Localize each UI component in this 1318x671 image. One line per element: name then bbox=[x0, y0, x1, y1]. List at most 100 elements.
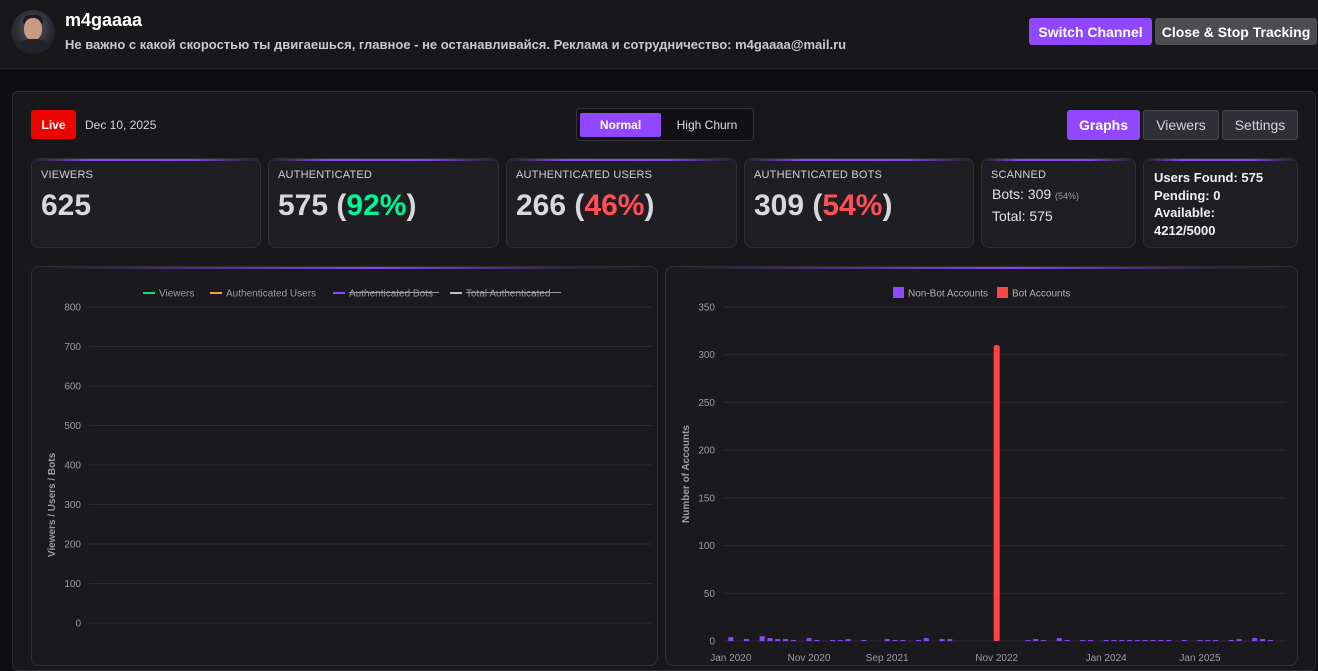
close-stop-tracking-button[interactable]: Close & Stop Tracking bbox=[1155, 18, 1317, 45]
non-bot-accounts-bar[interactable] bbox=[1134, 640, 1140, 641]
authenticated-bots-value: 309 bbox=[754, 189, 805, 222]
y-tick-label: 100 bbox=[64, 579, 81, 590]
non-bot-accounts-bar[interactable] bbox=[947, 639, 953, 641]
non-bot-accounts-bar[interactable] bbox=[1088, 640, 1094, 641]
authenticated-label: AUTHENTICATED bbox=[278, 169, 373, 181]
non-bot-accounts-bar[interactable] bbox=[775, 639, 781, 641]
x-tick-label: Jan 2020 bbox=[710, 653, 752, 664]
bot-accounts-bar[interactable] bbox=[993, 345, 1000, 641]
authenticated-users-value: 266 bbox=[516, 189, 567, 222]
authenticated-bots-percent: 54% bbox=[822, 189, 883, 222]
authenticated-bots-value-line: 309 (54%) bbox=[754, 189, 893, 222]
non-bot-accounts-bar[interactable] bbox=[1056, 638, 1062, 641]
authenticated-bots-label: AUTHENTICATED BOTS bbox=[754, 169, 883, 181]
non-bot-accounts-bar[interactable] bbox=[790, 640, 796, 641]
legend-item-authenticated-users[interactable]: Authenticated Users bbox=[210, 289, 316, 300]
non-bot-accounts-bar[interactable] bbox=[814, 640, 820, 641]
legend-item-bot-accounts[interactable]: Bot Accounts bbox=[997, 287, 1070, 300]
non-bot-accounts-bar[interactable] bbox=[939, 639, 945, 641]
non-bot-accounts-bar[interactable] bbox=[1033, 639, 1039, 641]
non-bot-accounts-bar[interactable] bbox=[1025, 640, 1031, 641]
y-tick-label: 250 bbox=[698, 398, 715, 409]
x-tick-label: Jan 2024 bbox=[1086, 653, 1128, 664]
non-bot-accounts-bar[interactable] bbox=[845, 639, 851, 641]
legend-item-viewers[interactable]: Viewers bbox=[143, 289, 194, 300]
non-bot-accounts-bar[interactable] bbox=[829, 640, 835, 641]
non-bot-accounts-bar[interactable] bbox=[915, 640, 921, 641]
legend-label: Bot Accounts bbox=[1012, 289, 1070, 300]
non-bot-accounts-bar[interactable] bbox=[1260, 639, 1266, 641]
legend-label: Total Authenticated bbox=[466, 289, 551, 300]
non-bot-accounts-bar[interactable] bbox=[1064, 640, 1070, 641]
authenticated-users-value-line: 266 (46%) bbox=[516, 189, 655, 222]
x-tick-label: Nov 2020 bbox=[788, 653, 831, 664]
non-bot-accounts-bar[interactable] bbox=[1197, 640, 1203, 641]
avatar-body bbox=[16, 39, 50, 54]
non-bot-accounts-bar[interactable] bbox=[1119, 640, 1125, 641]
non-bot-accounts-bar[interactable] bbox=[1166, 640, 1172, 641]
x-tick-label: Sep 2021 bbox=[866, 653, 909, 664]
account-age-bar-chart-card: Non-Bot Accounts Bot Accounts 350 300 250 200… bbox=[665, 266, 1298, 666]
non-bot-accounts-bar[interactable] bbox=[1252, 638, 1258, 641]
channel-avatar[interactable] bbox=[11, 10, 55, 54]
non-bot-accounts-bar[interactable] bbox=[884, 639, 890, 641]
legend-item-authenticated-bots[interactable]: Authenticated Bots bbox=[333, 289, 439, 300]
non-bot-accounts-bar[interactable] bbox=[923, 638, 929, 641]
x-tick-label: Nov 2022 bbox=[975, 653, 1018, 664]
non-bot-accounts-bar[interactable] bbox=[806, 638, 812, 641]
non-bot-accounts-bar[interactable] bbox=[1213, 640, 1219, 641]
non-bot-accounts-bar[interactable] bbox=[861, 640, 867, 641]
non-bot-accounts-bar[interactable] bbox=[1111, 640, 1117, 641]
switch-channel-button[interactable]: Switch Channel bbox=[1029, 18, 1152, 45]
non-bot-accounts-bar[interactable] bbox=[892, 640, 898, 641]
non-bot-accounts-bar[interactable] bbox=[1205, 640, 1211, 641]
non-bot-accounts-bar[interactable] bbox=[1127, 640, 1133, 641]
non-bot-accounts-bar[interactable] bbox=[1236, 639, 1242, 641]
tab-viewers[interactable]: Viewers bbox=[1143, 110, 1219, 140]
account-age-bar-chart: Non-Bot Accounts Bot Accounts 350 300 250 200… bbox=[681, 287, 1286, 664]
live-badge: Live bbox=[31, 110, 76, 139]
non-bot-accounts-bar[interactable] bbox=[1267, 640, 1273, 641]
tab-graphs[interactable]: Graphs bbox=[1067, 110, 1140, 140]
legend-item-total-authenticated[interactable]: Total Authenticated bbox=[450, 289, 561, 300]
available-label: Available: bbox=[1154, 205, 1215, 220]
authenticated-value-line: 575 (92%) bbox=[278, 189, 417, 222]
non-bot-accounts-bar[interactable] bbox=[767, 638, 773, 641]
non-bot-accounts-bar[interactable] bbox=[1228, 640, 1234, 641]
x-tick-label: Jan 2025 bbox=[1179, 653, 1221, 664]
authenticated-users-percent: 46% bbox=[584, 189, 645, 222]
tab-settings[interactable]: Settings bbox=[1222, 110, 1298, 140]
authenticated-card: AUTHENTICATED 575 (92%) bbox=[268, 158, 499, 248]
users-found-block: Users Found: 575 Pending: 0 Available: 4… bbox=[1154, 169, 1294, 239]
viewers-line-chart: Viewers Authenticated Users Authenticated … bbox=[47, 289, 652, 630]
users-found-line: Users Found: 575 bbox=[1154, 170, 1264, 185]
non-bot-accounts-bar[interactable] bbox=[900, 640, 906, 641]
authenticated-users-label: AUTHENTICATED USERS bbox=[516, 169, 653, 181]
mode-high-churn-button[interactable]: High Churn bbox=[676, 118, 738, 132]
mode-toggle-group: Normal High Churn bbox=[576, 108, 754, 141]
non-bot-accounts-bar[interactable] bbox=[837, 640, 843, 641]
non-bot-accounts-bar[interactable] bbox=[783, 639, 789, 641]
non-bot-accounts-bar[interactable] bbox=[759, 636, 765, 641]
non-bot-accounts-bar[interactable] bbox=[728, 637, 734, 641]
y-tick-label: 200 bbox=[698, 446, 715, 457]
authenticated-percent: 92% bbox=[346, 189, 407, 222]
available-value: 4212/5000 bbox=[1154, 222, 1216, 238]
non-bot-accounts-bar[interactable] bbox=[743, 639, 749, 641]
channel-name: m4gaaaa bbox=[65, 10, 143, 30]
authenticated-value: 575 bbox=[278, 189, 329, 222]
y-tick-label: 100 bbox=[698, 541, 715, 552]
non-bot-accounts-bar[interactable] bbox=[1080, 640, 1086, 641]
legend-swatch bbox=[893, 287, 904, 298]
non-bot-accounts-bar[interactable] bbox=[1150, 640, 1156, 641]
non-bot-accounts-bar[interactable] bbox=[1158, 640, 1164, 641]
legend-item-non-bot-accounts[interactable]: Non-Bot Accounts bbox=[893, 287, 988, 300]
non-bot-accounts-bar[interactable] bbox=[1041, 640, 1047, 641]
y-tick-label: 700 bbox=[64, 342, 81, 353]
non-bot-accounts-bar[interactable] bbox=[1142, 640, 1148, 641]
y-tick-label: 0 bbox=[75, 619, 81, 630]
users-found-card: Users Found: 575 Pending: 0 Available: 4… bbox=[1143, 158, 1298, 248]
mode-normal-button[interactable]: Normal bbox=[580, 113, 661, 137]
non-bot-accounts-bar[interactable] bbox=[1181, 640, 1187, 641]
non-bot-accounts-bar[interactable] bbox=[1103, 640, 1109, 641]
